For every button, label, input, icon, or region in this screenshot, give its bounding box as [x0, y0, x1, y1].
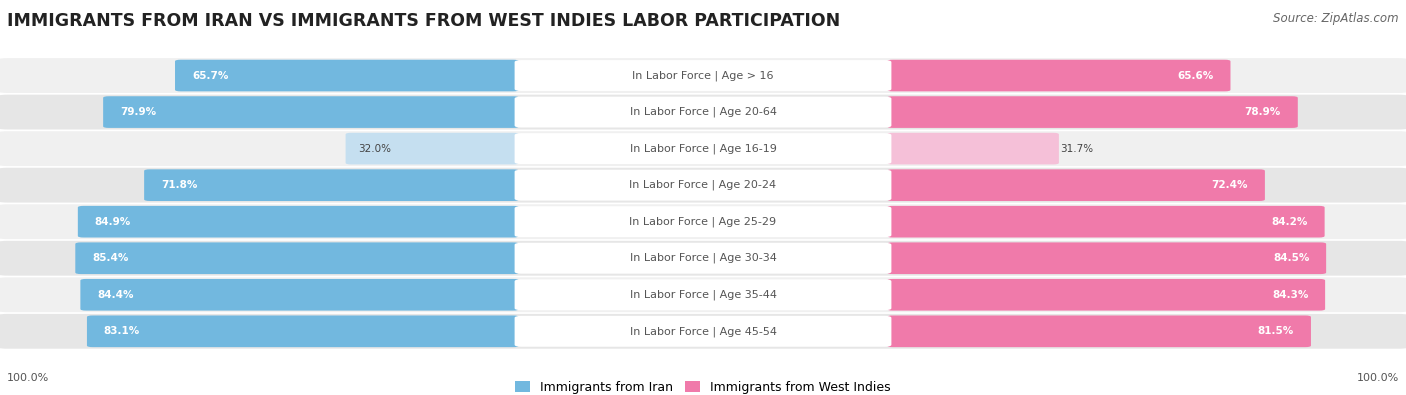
Text: 79.9%: 79.9%: [120, 107, 156, 117]
Text: 71.8%: 71.8%: [162, 180, 197, 190]
FancyBboxPatch shape: [0, 168, 1406, 203]
Text: 100.0%: 100.0%: [7, 373, 49, 383]
Text: 85.4%: 85.4%: [93, 253, 128, 263]
FancyBboxPatch shape: [77, 206, 519, 237]
Text: 31.7%: 31.7%: [1060, 144, 1094, 154]
FancyBboxPatch shape: [887, 316, 1310, 347]
Text: 84.9%: 84.9%: [94, 217, 131, 227]
FancyBboxPatch shape: [887, 133, 1059, 164]
Text: 84.3%: 84.3%: [1272, 290, 1308, 300]
Text: In Labor Force | Age 20-64: In Labor Force | Age 20-64: [630, 107, 776, 117]
Text: 81.5%: 81.5%: [1258, 326, 1294, 336]
Text: In Labor Force | Age 35-44: In Labor Force | Age 35-44: [630, 290, 776, 300]
FancyBboxPatch shape: [0, 314, 1406, 349]
Text: 83.1%: 83.1%: [104, 326, 141, 336]
Text: In Labor Force | Age 45-54: In Labor Force | Age 45-54: [630, 326, 776, 337]
FancyBboxPatch shape: [887, 206, 1324, 237]
Text: 65.7%: 65.7%: [191, 71, 228, 81]
FancyBboxPatch shape: [515, 97, 891, 128]
FancyBboxPatch shape: [887, 243, 1326, 274]
FancyBboxPatch shape: [515, 206, 891, 237]
Text: Source: ZipAtlas.com: Source: ZipAtlas.com: [1274, 12, 1399, 25]
FancyBboxPatch shape: [515, 316, 891, 347]
Text: 84.4%: 84.4%: [97, 290, 134, 300]
FancyBboxPatch shape: [887, 279, 1324, 310]
FancyBboxPatch shape: [515, 279, 891, 310]
Text: 100.0%: 100.0%: [1357, 373, 1399, 383]
FancyBboxPatch shape: [145, 169, 519, 201]
FancyBboxPatch shape: [174, 60, 519, 91]
FancyBboxPatch shape: [87, 316, 519, 347]
FancyBboxPatch shape: [0, 204, 1406, 239]
Text: IMMIGRANTS FROM IRAN VS IMMIGRANTS FROM WEST INDIES LABOR PARTICIPATION: IMMIGRANTS FROM IRAN VS IMMIGRANTS FROM …: [7, 12, 841, 30]
Text: 78.9%: 78.9%: [1244, 107, 1281, 117]
Text: 84.5%: 84.5%: [1272, 253, 1309, 263]
FancyBboxPatch shape: [346, 133, 519, 164]
FancyBboxPatch shape: [0, 131, 1406, 166]
FancyBboxPatch shape: [76, 243, 519, 274]
Text: In Labor Force | Age 20-24: In Labor Force | Age 20-24: [630, 180, 776, 190]
Text: 84.2%: 84.2%: [1271, 217, 1308, 227]
FancyBboxPatch shape: [80, 279, 519, 310]
FancyBboxPatch shape: [515, 170, 891, 201]
FancyBboxPatch shape: [0, 241, 1406, 276]
FancyBboxPatch shape: [515, 60, 891, 91]
FancyBboxPatch shape: [515, 243, 891, 274]
Text: 32.0%: 32.0%: [359, 144, 391, 154]
FancyBboxPatch shape: [0, 95, 1406, 130]
FancyBboxPatch shape: [515, 133, 891, 164]
FancyBboxPatch shape: [887, 60, 1230, 91]
FancyBboxPatch shape: [103, 96, 519, 128]
FancyBboxPatch shape: [887, 169, 1265, 201]
Text: 65.6%: 65.6%: [1177, 71, 1213, 81]
FancyBboxPatch shape: [0, 277, 1406, 312]
Text: 72.4%: 72.4%: [1212, 180, 1249, 190]
Text: In Labor Force | Age 16-19: In Labor Force | Age 16-19: [630, 143, 776, 154]
Text: In Labor Force | Age 25-29: In Labor Force | Age 25-29: [630, 216, 776, 227]
Legend: Immigrants from Iran, Immigrants from West Indies: Immigrants from Iran, Immigrants from We…: [510, 376, 896, 395]
Text: In Labor Force | Age 30-34: In Labor Force | Age 30-34: [630, 253, 776, 263]
FancyBboxPatch shape: [887, 96, 1298, 128]
Text: In Labor Force | Age > 16: In Labor Force | Age > 16: [633, 70, 773, 81]
FancyBboxPatch shape: [0, 58, 1406, 93]
